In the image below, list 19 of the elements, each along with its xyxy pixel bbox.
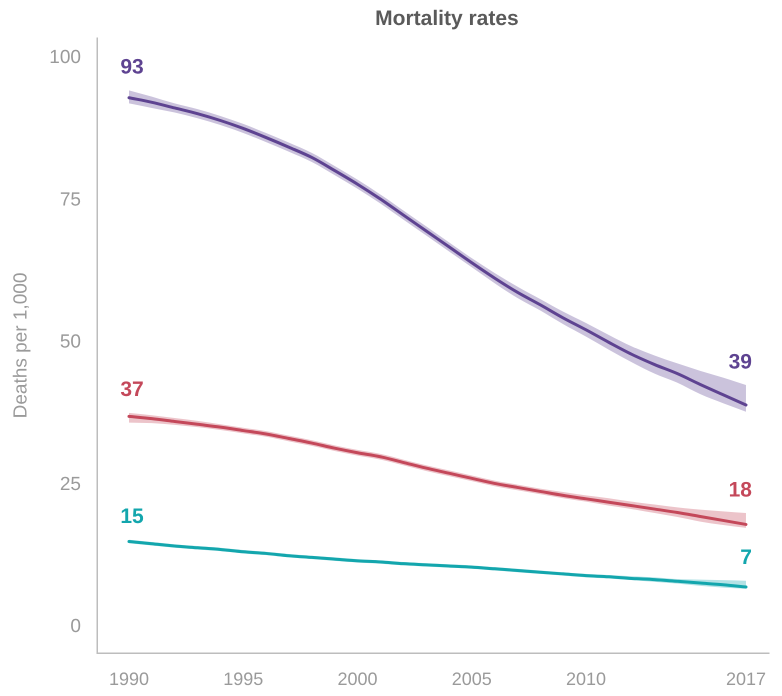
data-label: 7	[740, 546, 752, 570]
x-tick-label: 2017	[726, 668, 766, 689]
data-label: 93	[120, 56, 144, 79]
x-tick-label: 1995	[223, 668, 264, 689]
x-tick-label: 1990	[108, 668, 150, 689]
y-tick-label: 25	[60, 474, 81, 495]
y-axis-title: Deaths per 1,000	[10, 272, 32, 418]
y-tick-label: 75	[60, 189, 81, 210]
x-tick-label: 2005	[452, 668, 492, 689]
data-label: 37	[120, 378, 144, 402]
data-label: 15	[120, 505, 144, 528]
chart-title: Mortality rates	[375, 6, 519, 30]
x-tick-label: 2010	[566, 668, 606, 689]
y-tick-label: 0	[70, 616, 81, 638]
data-label: 18	[728, 478, 752, 502]
data-label: 39	[728, 350, 752, 374]
y-tick-label: 50	[60, 332, 81, 353]
y-tick-label: 100	[49, 47, 81, 68]
x-tick-label: 2000	[337, 668, 378, 689]
